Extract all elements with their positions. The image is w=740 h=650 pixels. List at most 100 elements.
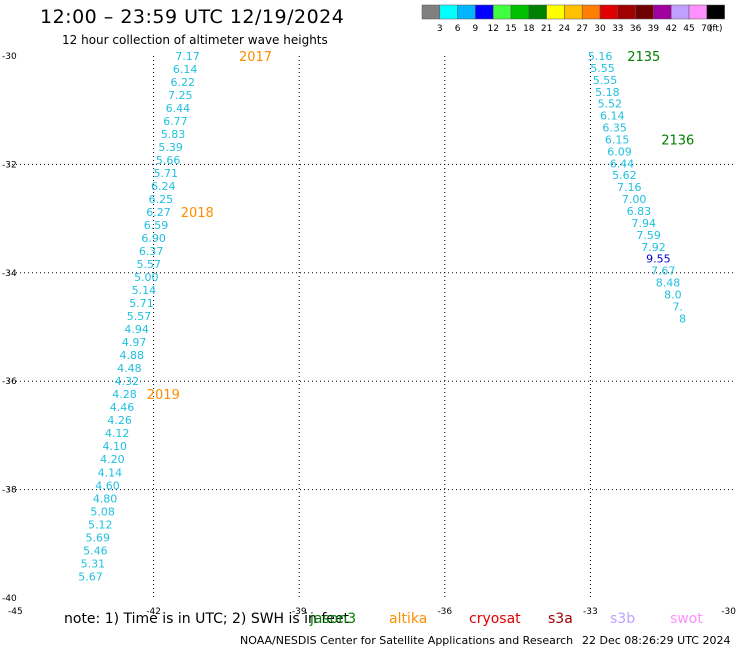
x-tick-label: -36 (437, 607, 452, 617)
y-tick-label: -32 (2, 160, 17, 170)
color-scale-bar: 3 6 9 12 15 18 21 24 27 30 33 36 39 42 45 70(ft) (421, 4, 725, 34)
swh-value-label: 4.12 (105, 427, 130, 440)
swh-value-label: 6.44 (610, 157, 635, 170)
track-time-label: 2135 (627, 50, 660, 65)
swh-value-label: 5.46 (83, 544, 108, 557)
swh-value-label: 6.22 (170, 76, 195, 89)
colorbar-swatch (528, 4, 547, 20)
colorbar-swatch (510, 4, 530, 20)
swh-value-label: 7.16 (617, 181, 642, 194)
colorbar-label: 33 (612, 24, 623, 34)
colorbar-label: 6 (455, 24, 461, 34)
swh-value-label: 6.25 (149, 193, 174, 206)
colorbar-swatch (706, 4, 725, 20)
colorbar-swatch (475, 4, 494, 20)
swh-value-label: 4.60 (95, 479, 120, 492)
swh-value-label: 7.92 (641, 241, 666, 254)
swh-value-label: 4.48 (117, 362, 142, 375)
swh-value-label: 4.94 (124, 323, 149, 336)
colorbar-swatch (564, 4, 583, 20)
generated-timestamp: 22 Dec 08:26:29 UTC 2024 (582, 634, 731, 647)
swh-value-label: 6.44 (166, 102, 191, 115)
colorbar-label: 9 (473, 24, 479, 34)
track-time-label: 2017 (239, 50, 272, 65)
chart-title: 12:00 – 23:59 UTC 12/19/2024 (40, 6, 345, 28)
colorbar-swatch (439, 4, 458, 20)
swh-value-label: 6.35 (602, 122, 627, 135)
swh-value-label: 4.46 (110, 401, 135, 414)
y-tick-label: -40 (2, 594, 17, 604)
swh-value-label: 5.08 (90, 505, 115, 518)
swh-value-label: 5.57 (136, 258, 161, 271)
swh-value-label: 5.55 (593, 74, 618, 87)
legend-s3b: s3b (610, 611, 636, 627)
swh-value-label: 5.16 (588, 50, 613, 63)
legend-jason3: jason3 (310, 611, 357, 627)
credit-text: NOAA/NESDIS Center for Satellite Applica… (240, 634, 574, 647)
swh-value-label: 6.37 (139, 245, 164, 258)
swh-value-label: 6.09 (607, 145, 632, 158)
legend-s3a: s3a (548, 611, 573, 627)
colorbar-label: 70 (701, 24, 713, 34)
legend-cryosat: cryosat (469, 611, 521, 627)
swh-value-label: 6.59 (144, 219, 169, 232)
colorbar-label: 24 (559, 24, 571, 34)
x-tick-label: -42 (146, 607, 161, 617)
colorbar-swatch (635, 4, 654, 20)
track-time-label: 2018 (181, 206, 214, 221)
colorbar-label: 27 (576, 24, 587, 34)
colorbar-label: 15 (505, 24, 516, 34)
swh-value-label: 5.12 (88, 518, 113, 531)
swh-value-label: 8.48 (656, 277, 681, 290)
swh-value-label: 4.88 (120, 349, 145, 362)
swh-value-label: 4.28 (112, 388, 137, 401)
swh-value-label: 4.97 (122, 336, 147, 349)
swh-value-label: 6.15 (605, 133, 630, 146)
y-tick-label: -30 (2, 52, 17, 62)
swh-value-label: 5.39 (158, 141, 183, 154)
swh-value-label: 5.14 (132, 284, 157, 297)
footer-note: note: 1) Time is in UTC; 2) SWH is in fe… (64, 611, 350, 627)
colorbar-label: (ft) (709, 24, 723, 34)
colorbar-swatch (670, 4, 690, 20)
colorbar-label: 36 (630, 24, 642, 34)
swh-value-label: 5.52 (598, 98, 623, 111)
swh-value-label: 6.90 (141, 232, 166, 245)
colorbar-swatch (599, 4, 619, 20)
y-tick-label: -38 (2, 486, 17, 496)
swh-value-label: 5.57 (127, 310, 152, 323)
footer-note-row: note: 1) Time is in UTC; 2) SWH is in fe… (0, 610, 740, 632)
swh-value-label: 4.80 (93, 492, 118, 505)
swh-value-label: 5.71 (153, 167, 178, 180)
swh-value-label: 7.67 (651, 265, 676, 278)
colorbar-label: 42 (665, 24, 676, 34)
colorbar-swatch (492, 4, 512, 20)
swh-value-label: 5.31 (81, 557, 106, 570)
swh-value-label: 5.62 (612, 169, 637, 182)
swh-value-label: 5.71 (129, 297, 154, 310)
swh-value-label: 8.0 (664, 288, 682, 301)
swh-value-label: 6.77 (163, 115, 188, 128)
x-tick-label: -30 (721, 607, 736, 617)
colorbar-swatch (581, 4, 601, 20)
swh-value-label: 6.14 (600, 110, 625, 123)
swh-value-label: 4.32 (115, 375, 140, 388)
swh-value-label: 5.83 (161, 128, 186, 141)
swh-value-label: 4.20 (100, 453, 125, 466)
colorbar-swatch (421, 4, 441, 20)
swh-value-label: 6.27 (146, 206, 171, 219)
track-time-label: 2136 (661, 133, 694, 148)
colorbar-label: 30 (594, 24, 606, 34)
swh-value-label: 4.14 (98, 466, 123, 479)
track-time-label: 2019 (147, 388, 180, 403)
colorbar-label: 18 (523, 24, 535, 34)
colorbar-label: 12 (487, 24, 498, 34)
swh-value-label: 5.55 (590, 62, 615, 75)
colorbar-label: 21 (541, 24, 552, 34)
swh-value-label: 6.24 (151, 180, 176, 193)
swh-value-label: 7.00 (622, 193, 647, 206)
swh-value-label: 4.10 (103, 440, 128, 453)
swh-value-label: 5.18 (595, 86, 620, 99)
x-tick-label: -33 (583, 607, 598, 617)
